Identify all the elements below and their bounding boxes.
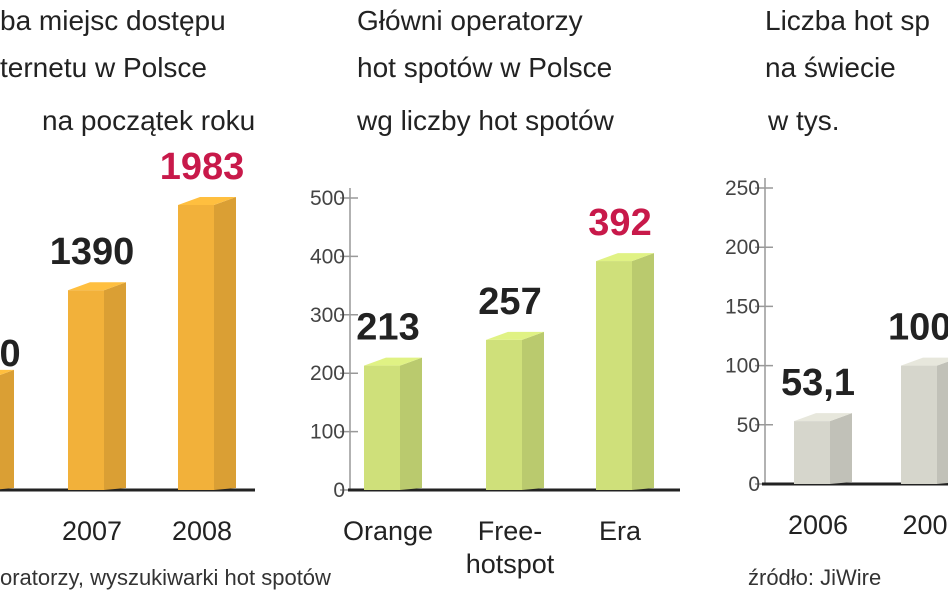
y-tick-label: 0	[748, 473, 760, 496]
chart-title: na świecie	[765, 52, 896, 83]
chart-title: hot spotów w Polsce	[357, 52, 612, 83]
x-tick-label: 200	[902, 510, 947, 540]
source: źródło: JiWire	[748, 565, 881, 590]
y-tick-label: 200	[310, 362, 345, 385]
value-label: 0	[0, 333, 21, 375]
x-tick-label: Free-hotspot	[466, 516, 555, 579]
y-tick-label: 150	[725, 295, 760, 318]
chart-title: Główni operatorzy	[357, 5, 583, 36]
chart-title: wg liczby hot spotów	[356, 105, 615, 136]
value-label: 257	[478, 281, 541, 323]
bar-side	[214, 197, 236, 490]
bar-top	[364, 357, 422, 366]
y-tick-label: 100	[310, 421, 345, 444]
y-tick-label: 0	[333, 479, 345, 502]
chart-title: na początek roku	[42, 105, 255, 136]
bar-top	[0, 369, 14, 375]
bar	[364, 365, 400, 490]
bar-side	[104, 282, 126, 490]
bar-side	[0, 369, 14, 490]
y-tick-label: 250	[725, 177, 760, 200]
y-tick-label: 300	[310, 304, 345, 327]
chart-title: w tys.	[767, 105, 840, 136]
chart-title: ternetu w Polsce	[0, 52, 207, 83]
bar-side	[522, 331, 544, 490]
bar-side	[830, 413, 852, 484]
x-tick-label: Era	[599, 516, 642, 546]
bar	[178, 205, 214, 490]
y-tick-label: 50	[737, 414, 760, 437]
x-tick-label: 2006	[788, 510, 848, 540]
value-label: 100,	[888, 307, 948, 349]
bar	[901, 365, 937, 484]
source: oratorzy, wyszukiwarki hot spotów	[0, 565, 331, 590]
y-tick-label: 500	[310, 187, 345, 210]
x-tick-label: 2007	[62, 516, 122, 546]
bar-side	[937, 361, 948, 484]
x-tick-label: Orange	[343, 516, 433, 546]
bar-side	[632, 253, 654, 490]
bar-top	[901, 357, 948, 366]
bar-top	[68, 282, 126, 291]
y-tick-label: 200	[725, 236, 760, 259]
chart-title: Liczba hot sp	[765, 5, 930, 36]
bar	[68, 290, 104, 490]
bar	[596, 261, 632, 490]
bar-side	[400, 357, 422, 490]
bar-top	[794, 413, 852, 422]
bar-top	[486, 331, 544, 340]
x-tick-label: 2008	[172, 516, 232, 546]
bar-top	[178, 197, 236, 205]
value-label: 1983	[160, 146, 245, 188]
bar	[794, 421, 830, 484]
bar-top	[596, 253, 654, 262]
bar	[486, 339, 522, 490]
value-label: 53,1	[781, 362, 855, 404]
value-label: 392	[588, 202, 651, 244]
y-tick-label: 100	[725, 355, 760, 378]
y-tick-label: 400	[310, 245, 345, 268]
value-label: 213	[356, 307, 419, 349]
chart-title: ba miejsc dostępu	[0, 5, 226, 36]
value-label: 1390	[50, 231, 135, 273]
